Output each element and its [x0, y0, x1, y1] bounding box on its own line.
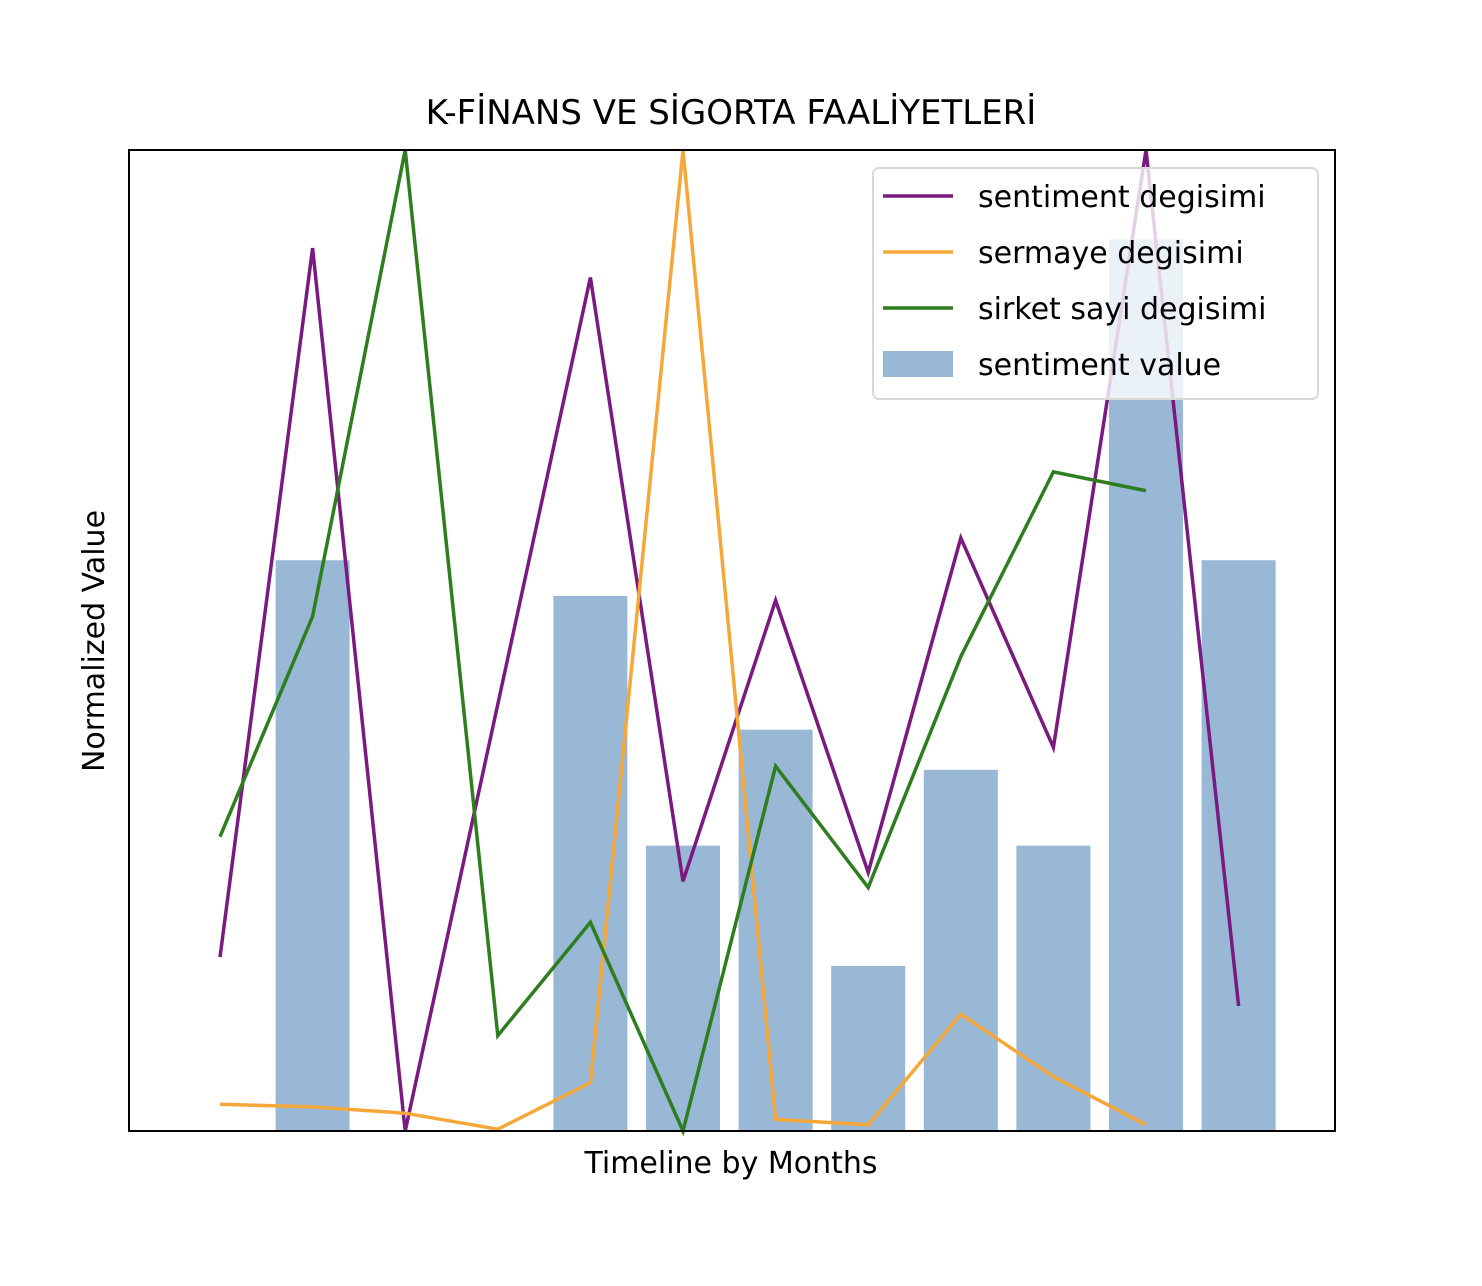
sentiment-value-bar	[553, 595, 628, 1131]
plot-frame	[128, 149, 1336, 1132]
sentiment-value-bar	[738, 729, 813, 1131]
chart-title: K-FİNANS VE SİGORTA FAALİYETLERİ	[426, 93, 1037, 133]
sentiment-degisimi-line	[218, 149, 1241, 1132]
legend: sentiment degisimi sermaye degisimi sirket…	[872, 167, 1319, 400]
sentiment-value-bar	[831, 966, 906, 1131]
legend-label: sentiment value	[978, 348, 1221, 383]
legend-label: sermaye degisimi	[978, 236, 1244, 271]
y-axis-label: Normalized Value	[77, 510, 112, 772]
legend-swatch	[883, 351, 953, 377]
x-axis-label: Timeline by Months	[583, 1146, 877, 1181]
sentiment-value-bar	[646, 845, 720, 1131]
legend-box	[872, 167, 1319, 400]
legend-label: sirket sayi degisimi	[978, 292, 1266, 327]
sentiment-value-bar	[275, 560, 350, 1131]
sentiment-value-bar	[1016, 845, 1091, 1131]
sentiment-value-bar	[923, 769, 998, 1131]
sentiment-value-bar	[1201, 560, 1276, 1131]
legend-label: sentiment degisimi	[978, 180, 1266, 215]
